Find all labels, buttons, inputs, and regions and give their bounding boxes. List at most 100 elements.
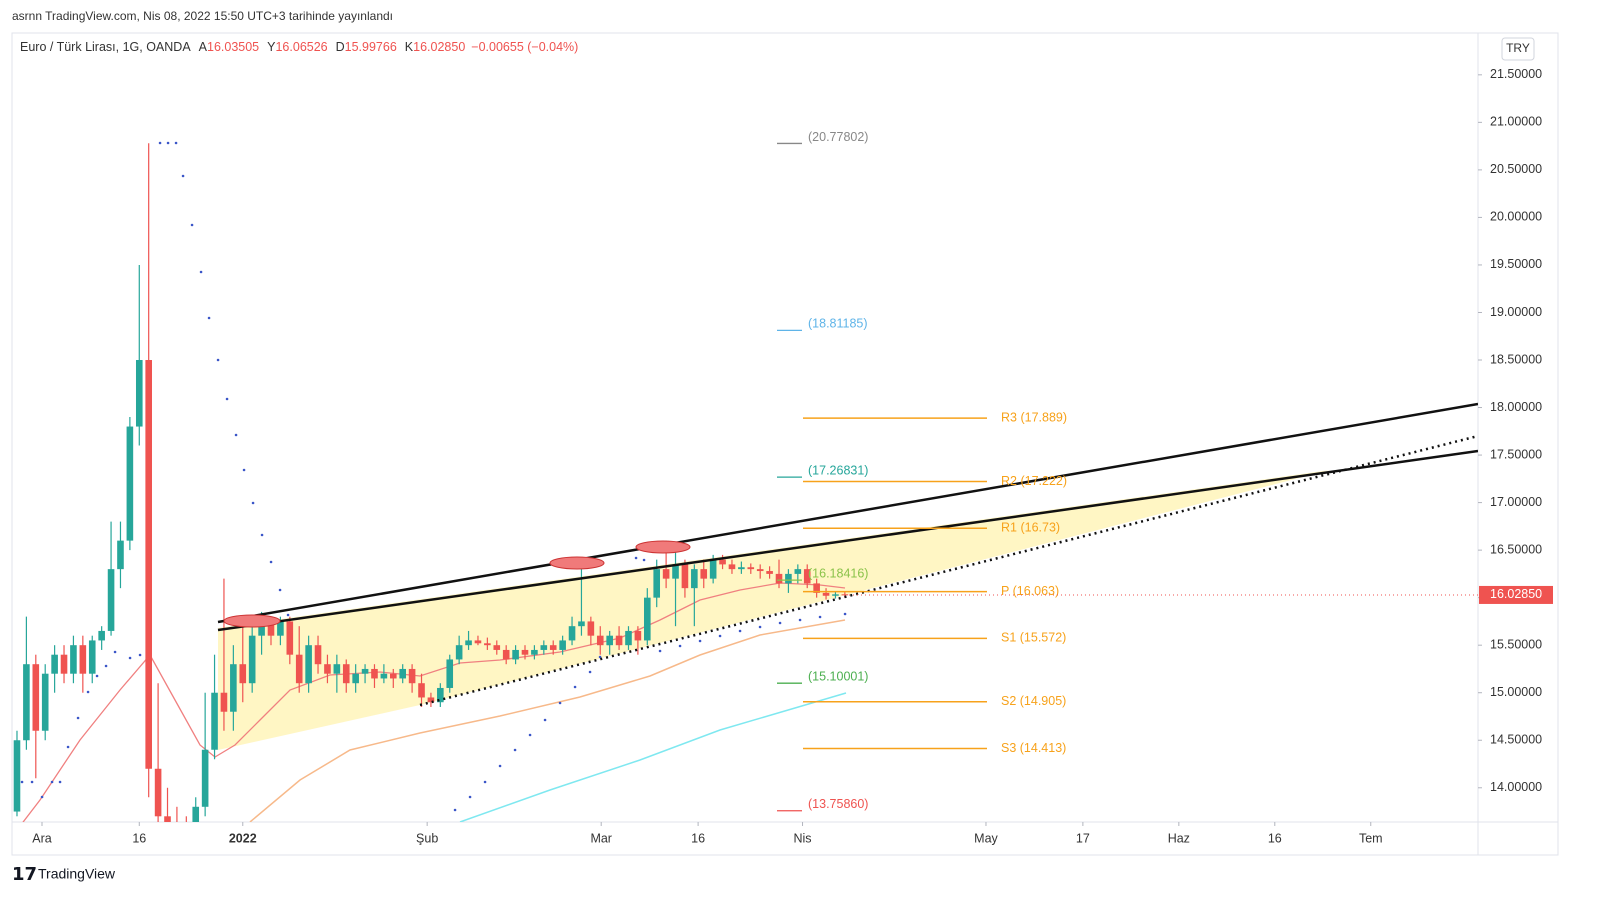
candle-body xyxy=(794,569,802,574)
x-tick-label: Mar xyxy=(590,831,612,845)
x-tick-label: 16 xyxy=(132,831,146,845)
candle-body xyxy=(625,630,632,646)
candle-body xyxy=(709,559,717,579)
candle-body xyxy=(615,635,623,646)
x-tick-label: 17 xyxy=(1076,831,1090,845)
candle-body xyxy=(342,664,350,684)
candle-body xyxy=(719,559,726,565)
moving-average-long xyxy=(459,692,847,822)
ohlc-key: Y xyxy=(267,40,276,54)
currency-button[interactable] xyxy=(1501,37,1535,61)
fib-label: (18.81185) xyxy=(808,317,868,331)
ohlc-value: 16.03505 xyxy=(207,40,259,54)
candle-body xyxy=(352,673,359,684)
change: −0.00655 (−0.04%) xyxy=(471,40,578,54)
currency-label[interactable]: TRY xyxy=(1506,41,1530,55)
candle-body xyxy=(389,673,397,679)
y-tick-label: 15.50000 xyxy=(1490,637,1542,651)
y-tick-label: 21.50000 xyxy=(1490,67,1542,81)
x-tick-label: Tem xyxy=(1359,831,1383,845)
x-tick-label: Nis xyxy=(793,831,811,845)
x-tick-label: Haz xyxy=(1168,831,1190,845)
candle-body xyxy=(60,654,68,674)
candle-body xyxy=(267,621,275,636)
candle-body xyxy=(578,621,585,627)
ohlc-value: 16.06526 xyxy=(275,40,327,54)
candle-body xyxy=(766,571,773,574)
candle-body xyxy=(587,621,595,636)
last-price-label: 16.02850 xyxy=(1490,587,1542,601)
candle-body xyxy=(634,630,642,641)
y-tick-label: 18.00000 xyxy=(1490,400,1542,414)
candle-body xyxy=(465,640,472,646)
candle-body xyxy=(822,592,830,596)
symbol-header: Euro / Türk Lirası, 1G, OANDA A16.03505 Y1… xyxy=(20,40,578,54)
candle-body xyxy=(568,626,576,641)
candle-body xyxy=(606,635,613,646)
candle-body xyxy=(756,569,764,572)
fib-label: (16.18416) xyxy=(808,566,868,580)
y-tick-label: 14.50000 xyxy=(1490,733,1542,747)
moving-average-slow xyxy=(249,619,846,822)
y-tick-label: 21.00000 xyxy=(1490,115,1542,129)
upper-trendline xyxy=(217,402,1478,624)
candle-body xyxy=(662,569,670,579)
x-tick-label: 16 xyxy=(691,831,705,845)
candle-body xyxy=(220,692,228,712)
candle-body xyxy=(183,845,190,864)
candle-body xyxy=(418,683,425,698)
ohlc-value: 16.02850 xyxy=(413,40,465,54)
published-note: asrnn TradingView.com, Nis 08, 2022 15:5… xyxy=(12,9,393,23)
candle-body xyxy=(164,816,171,822)
candle-body xyxy=(277,621,284,636)
drawings: R3 (17.889) R2 (17.222) R1 (16.73) P (16.06… xyxy=(13,130,1478,864)
y-tick-label: 16.50000 xyxy=(1490,542,1542,556)
candle-body xyxy=(672,564,679,579)
y-tick-label: 15.00000 xyxy=(1490,685,1542,699)
y-tick-label: 20.50000 xyxy=(1490,162,1542,176)
candle-body xyxy=(455,645,463,660)
candle-body xyxy=(239,664,247,684)
candle-body xyxy=(13,740,21,812)
pivot-label: R3 (17.889) xyxy=(1001,410,1067,424)
x-tick-label: Ara xyxy=(32,831,52,845)
candle-body xyxy=(691,569,698,589)
candle-body xyxy=(333,664,341,674)
candle-body xyxy=(493,645,501,650)
logo-mark: 𝟭𝟳 xyxy=(12,864,37,884)
candle-body xyxy=(192,806,200,822)
candle-body xyxy=(361,668,369,674)
y-tick-label: 18.50000 xyxy=(1490,352,1542,366)
y-tick-label: 20.00000 xyxy=(1490,210,1542,224)
candle-body xyxy=(700,569,708,579)
candle-body xyxy=(785,573,792,584)
candle-body xyxy=(41,673,49,731)
candle-body xyxy=(681,564,689,589)
candle-body xyxy=(484,643,491,646)
candle-body xyxy=(644,597,651,641)
ohlc-key: D xyxy=(336,40,345,54)
candle-body xyxy=(126,426,134,541)
candle-body xyxy=(832,594,839,596)
candle-body xyxy=(211,692,218,750)
candle-body xyxy=(201,749,209,807)
candle-body xyxy=(512,649,519,660)
pivot-label: R1 (16.73) xyxy=(1001,521,1060,535)
candle-body xyxy=(145,360,152,769)
middle-trendline xyxy=(217,449,1478,632)
candle-body xyxy=(248,635,256,684)
candle-body xyxy=(230,664,237,712)
candle-body xyxy=(88,640,96,674)
y-tick-label: 17.00000 xyxy=(1490,495,1542,509)
triangle-fill xyxy=(218,470,1330,750)
candle-body xyxy=(107,569,115,631)
candle-body xyxy=(738,567,745,570)
candle-body xyxy=(549,645,557,650)
candle-body xyxy=(653,569,661,598)
candle-body xyxy=(324,664,331,674)
candle-body xyxy=(380,673,388,679)
ohlc-key: K xyxy=(405,40,414,54)
x-tick-label: May xyxy=(974,831,998,845)
x-tick-label: 2022 xyxy=(229,831,257,845)
